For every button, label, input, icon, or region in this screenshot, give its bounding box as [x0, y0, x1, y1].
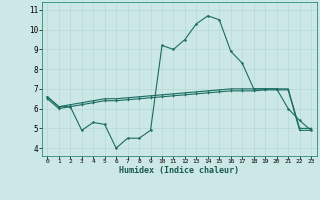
X-axis label: Humidex (Indice chaleur): Humidex (Indice chaleur) — [119, 166, 239, 175]
